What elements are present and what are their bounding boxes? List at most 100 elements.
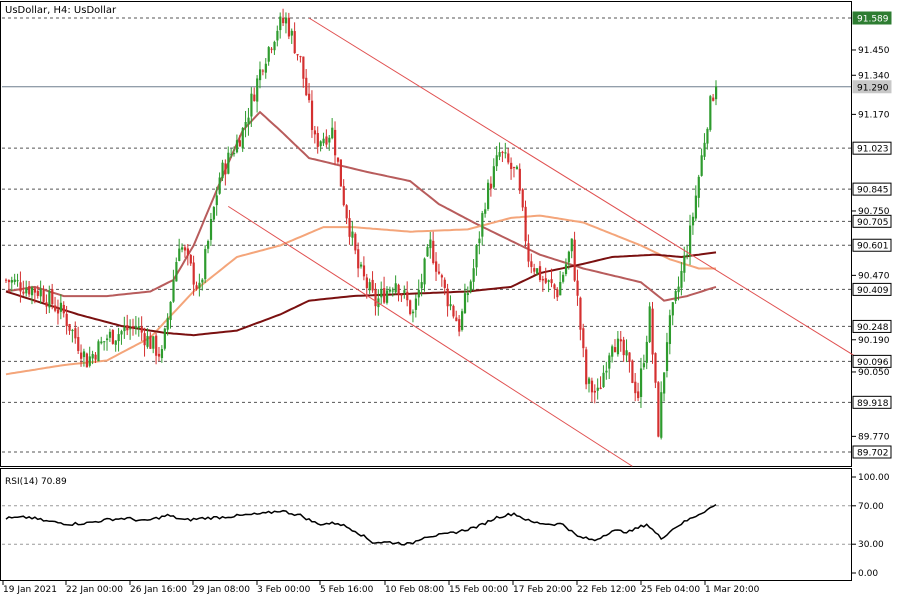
candle[interactable]	[512, 166, 516, 178]
candle[interactable]	[204, 245, 207, 284]
candle[interactable]	[33, 287, 37, 304]
candle[interactable]	[25, 280, 28, 297]
candle[interactable]	[674, 289, 677, 304]
candle[interactable]	[599, 376, 602, 390]
candle[interactable]	[126, 314, 129, 336]
candle[interactable]	[30, 285, 34, 305]
candle[interactable]	[163, 327, 166, 351]
candle[interactable]	[62, 301, 65, 318]
candle[interactable]	[149, 332, 152, 350]
candle[interactable]	[374, 283, 377, 316]
candle[interactable]	[85, 352, 89, 368]
candle[interactable]	[458, 315, 461, 337]
candle[interactable]	[663, 372, 666, 402]
candle[interactable]	[360, 261, 363, 269]
candle[interactable]	[461, 308, 464, 332]
candle[interactable]	[680, 262, 683, 296]
candle[interactable]	[357, 242, 360, 278]
candle[interactable]	[481, 210, 484, 246]
candle[interactable]	[645, 335, 648, 370]
candle[interactable]	[466, 286, 469, 303]
candle[interactable]	[573, 231, 576, 282]
candle[interactable]	[123, 316, 126, 339]
candle[interactable]	[42, 285, 45, 303]
candle[interactable]	[284, 12, 288, 34]
candle[interactable]	[628, 352, 631, 373]
candle[interactable]	[195, 281, 198, 291]
candle[interactable]	[253, 87, 256, 102]
candle[interactable]	[582, 323, 585, 358]
candle[interactable]	[258, 61, 262, 89]
candle[interactable]	[186, 244, 190, 266]
candle[interactable]	[510, 157, 513, 180]
candle[interactable]	[446, 283, 449, 317]
candle[interactable]	[406, 281, 409, 307]
candle[interactable]	[305, 69, 308, 97]
candle[interactable]	[648, 302, 651, 344]
candle[interactable]	[596, 378, 599, 400]
candle[interactable]	[19, 271, 22, 303]
candle[interactable]	[556, 287, 559, 302]
candle[interactable]	[267, 46, 270, 66]
candle[interactable]	[103, 341, 106, 351]
candle[interactable]	[238, 134, 241, 147]
candle[interactable]	[515, 165, 519, 170]
candle[interactable]	[544, 267, 547, 285]
candle[interactable]	[611, 344, 614, 363]
candle[interactable]	[74, 321, 77, 344]
candle[interactable]	[261, 69, 265, 76]
candle[interactable]	[28, 280, 31, 298]
candle[interactable]	[313, 125, 317, 144]
candle[interactable]	[590, 377, 594, 403]
candle[interactable]	[712, 93, 715, 102]
candle[interactable]	[331, 118, 334, 140]
candle[interactable]	[339, 159, 342, 187]
candle[interactable]	[108, 328, 112, 342]
candle[interactable]	[143, 327, 146, 357]
candles[interactable]	[5, 8, 718, 440]
candle[interactable]	[484, 202, 487, 218]
candle[interactable]	[365, 273, 368, 299]
candle[interactable]	[137, 317, 140, 337]
candle[interactable]	[189, 253, 192, 266]
candle[interactable]	[342, 179, 345, 207]
candle[interactable]	[88, 346, 91, 368]
candle[interactable]	[322, 132, 325, 146]
candle[interactable]	[504, 142, 507, 159]
candle[interactable]	[403, 285, 406, 299]
candle[interactable]	[634, 373, 637, 402]
candle[interactable]	[619, 330, 622, 352]
candle[interactable]	[536, 267, 539, 276]
candle[interactable]	[244, 110, 247, 138]
candle[interactable]	[613, 339, 617, 353]
candle[interactable]	[671, 301, 674, 326]
candle[interactable]	[657, 381, 660, 438]
candle[interactable]	[354, 232, 357, 255]
candle[interactable]	[383, 276, 386, 304]
candle[interactable]	[39, 280, 42, 304]
candle[interactable]	[224, 159, 227, 186]
candle[interactable]	[348, 209, 351, 245]
candle[interactable]	[264, 58, 267, 79]
candle[interactable]	[654, 352, 657, 389]
candle[interactable]	[715, 80, 718, 106]
candle[interactable]	[345, 204, 348, 225]
candle[interactable]	[235, 134, 239, 154]
candle[interactable]	[7, 279, 11, 293]
candle[interactable]	[432, 231, 435, 265]
candle[interactable]	[65, 305, 68, 335]
candle[interactable]	[221, 159, 224, 182]
candle[interactable]	[527, 234, 530, 268]
candle[interactable]	[668, 309, 672, 355]
candle[interactable]	[709, 94, 712, 132]
candle[interactable]	[570, 238, 573, 259]
candle[interactable]	[336, 157, 340, 164]
candle[interactable]	[256, 75, 259, 113]
candle[interactable]	[689, 214, 692, 265]
candle[interactable]	[166, 313, 169, 336]
candle[interactable]	[212, 206, 216, 222]
candle[interactable]	[394, 275, 397, 295]
candle[interactable]	[703, 133, 706, 161]
candle[interactable]	[538, 261, 542, 283]
candle[interactable]	[437, 263, 441, 275]
